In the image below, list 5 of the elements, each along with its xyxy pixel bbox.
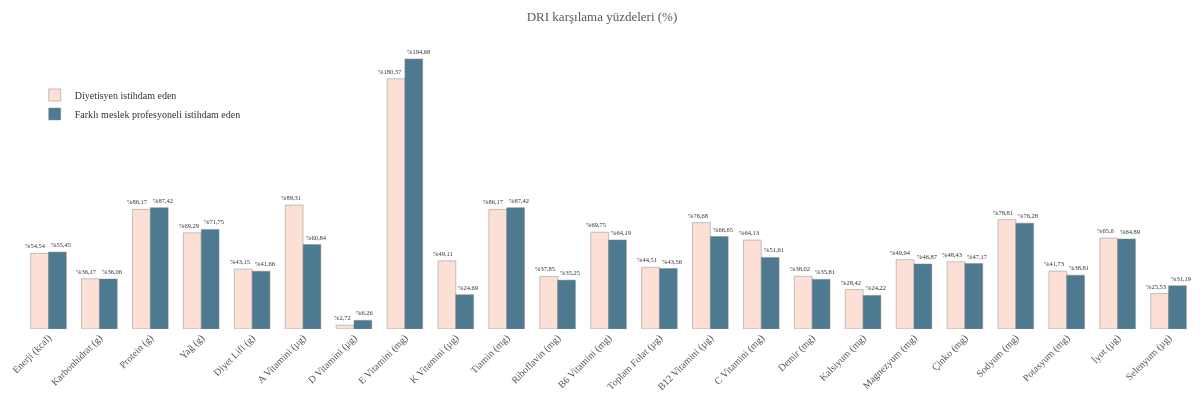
chart-title: DRI karşılama yüzdeleri (%) [526,9,678,25]
x-tick-label: İyot (µg) [1089,332,1124,367]
x-tick-label: Yağ (g) [177,332,207,362]
legend-label: Farklı meslek profesyoneli istihdam eden [74,108,241,120]
legend-label: Diyetisyen istihdam eden [74,89,177,101]
